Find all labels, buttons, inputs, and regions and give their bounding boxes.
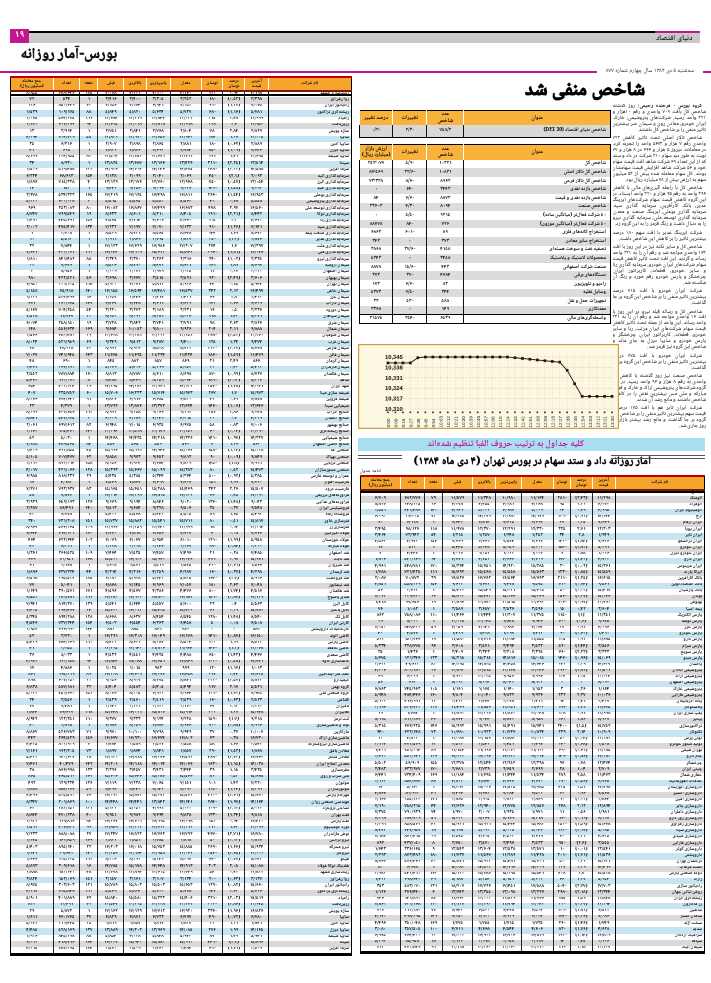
svg-text:12:36: 12:36 (565, 416, 570, 428)
svg-text:11:33: 11:33 (513, 416, 518, 428)
svg-text:12:00: 12:00 (536, 416, 541, 428)
svg-text:9:09: 9:09 (394, 418, 399, 427)
svg-text:9:00: 9:00 (386, 418, 391, 427)
svg-text:10:12: 10:12 (446, 416, 451, 428)
svg-text:12:54: 12:54 (580, 416, 585, 428)
svg-text:10,310: 10,310 (385, 407, 403, 413)
svg-text:11:51: 11:51 (528, 416, 533, 428)
svg-text:9:36: 9:36 (416, 418, 421, 427)
svg-text:12:45: 12:45 (573, 416, 578, 428)
svg-text:12:09: 12:09 (543, 416, 548, 428)
svg-text:12:18: 12:18 (551, 416, 556, 428)
svg-text:10,331: 10,331 (385, 376, 404, 382)
svg-text:10:57: 10:57 (483, 416, 488, 428)
svg-text:10:21: 10:21 (453, 416, 458, 428)
svg-text:9:27: 9:27 (409, 418, 414, 427)
svg-text:13:21: 13:21 (603, 416, 608, 428)
svg-text:10,317: 10,317 (385, 397, 403, 403)
svg-text:10:48: 10:48 (476, 416, 481, 428)
svg-text:10,345: 10,345 (385, 355, 404, 361)
svg-text:12:27: 12:27 (558, 416, 563, 428)
svg-text:9:45: 9:45 (424, 418, 429, 427)
svg-text:10:30: 10:30 (461, 416, 466, 428)
svg-text:13:03: 13:03 (588, 416, 593, 428)
svg-text:13:30: 13:30 (610, 416, 615, 428)
svg-text:10,338: 10,338 (385, 365, 404, 371)
svg-text:10,324: 10,324 (385, 386, 404, 392)
svg-text:10:39: 10:39 (468, 416, 473, 428)
svg-text:9:18: 9:18 (401, 418, 406, 427)
svg-text:13:12: 13:12 (595, 416, 600, 428)
svg-text:11:15: 11:15 (498, 416, 503, 428)
svg-text:9:54: 9:54 (431, 418, 436, 427)
svg-text:11:24: 11:24 (506, 416, 511, 428)
svg-text:11:06: 11:06 (491, 416, 496, 428)
svg-text:11:42: 11:42 (521, 416, 526, 428)
svg-text:10:03: 10:03 (439, 416, 444, 428)
